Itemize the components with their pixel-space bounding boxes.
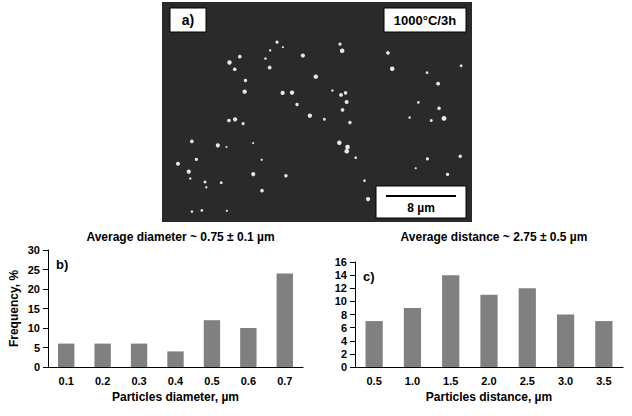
svg-text:0.3: 0.3 [131, 375, 146, 387]
svg-text:12: 12 [335, 282, 347, 294]
svg-text:20: 20 [28, 283, 40, 295]
svg-text:10: 10 [28, 322, 40, 334]
svg-text:25: 25 [28, 264, 40, 276]
svg-text:a): a) [182, 12, 194, 28]
svg-text:2.0: 2.0 [481, 375, 496, 387]
svg-text:8 µm: 8 µm [407, 201, 435, 215]
svg-text:6: 6 [341, 322, 347, 334]
svg-text:3.5: 3.5 [596, 375, 611, 387]
svg-text:b): b) [56, 257, 68, 272]
svg-text:10: 10 [335, 295, 347, 307]
svg-text:0: 0 [34, 361, 40, 373]
svg-text:0.4: 0.4 [168, 375, 184, 387]
svg-text:4: 4 [341, 335, 348, 347]
svg-text:Frequency, %: Frequency, % [7, 270, 21, 347]
svg-text:1.5: 1.5 [443, 375, 458, 387]
svg-text:3.0: 3.0 [558, 375, 573, 387]
svg-text:2.5: 2.5 [520, 375, 535, 387]
svg-text:0: 0 [341, 361, 347, 373]
svg-text:2: 2 [341, 348, 347, 360]
svg-text:16: 16 [335, 256, 347, 268]
svg-text:0.1: 0.1 [59, 375, 74, 387]
svg-text:0.6: 0.6 [241, 375, 256, 387]
svg-text:0.5: 0.5 [204, 375, 219, 387]
svg-text:0.7: 0.7 [277, 375, 292, 387]
svg-text:Average diameter ~ 0.75 ± 0.1: Average diameter ~ 0.75 ± 0.1 µm [86, 230, 274, 244]
svg-text:c): c) [363, 269, 375, 284]
svg-text:8: 8 [341, 309, 347, 321]
svg-text:1000°C/3h: 1000°C/3h [394, 13, 456, 28]
svg-text:Average distance ~ 2.75 ± 0.5: Average distance ~ 2.75 ± 0.5 µm [401, 230, 588, 244]
svg-text:0.2: 0.2 [95, 375, 110, 387]
svg-text:Particles diameter, µm: Particles diameter, µm [112, 390, 239, 404]
svg-text:Particles distance, µm: Particles distance, µm [426, 390, 552, 404]
svg-text:1.0: 1.0 [405, 375, 420, 387]
svg-text:14: 14 [335, 269, 348, 281]
svg-text:15: 15 [28, 303, 40, 315]
svg-text:5: 5 [34, 342, 40, 354]
svg-text:30: 30 [28, 244, 40, 256]
svg-text:0.5: 0.5 [366, 375, 381, 387]
